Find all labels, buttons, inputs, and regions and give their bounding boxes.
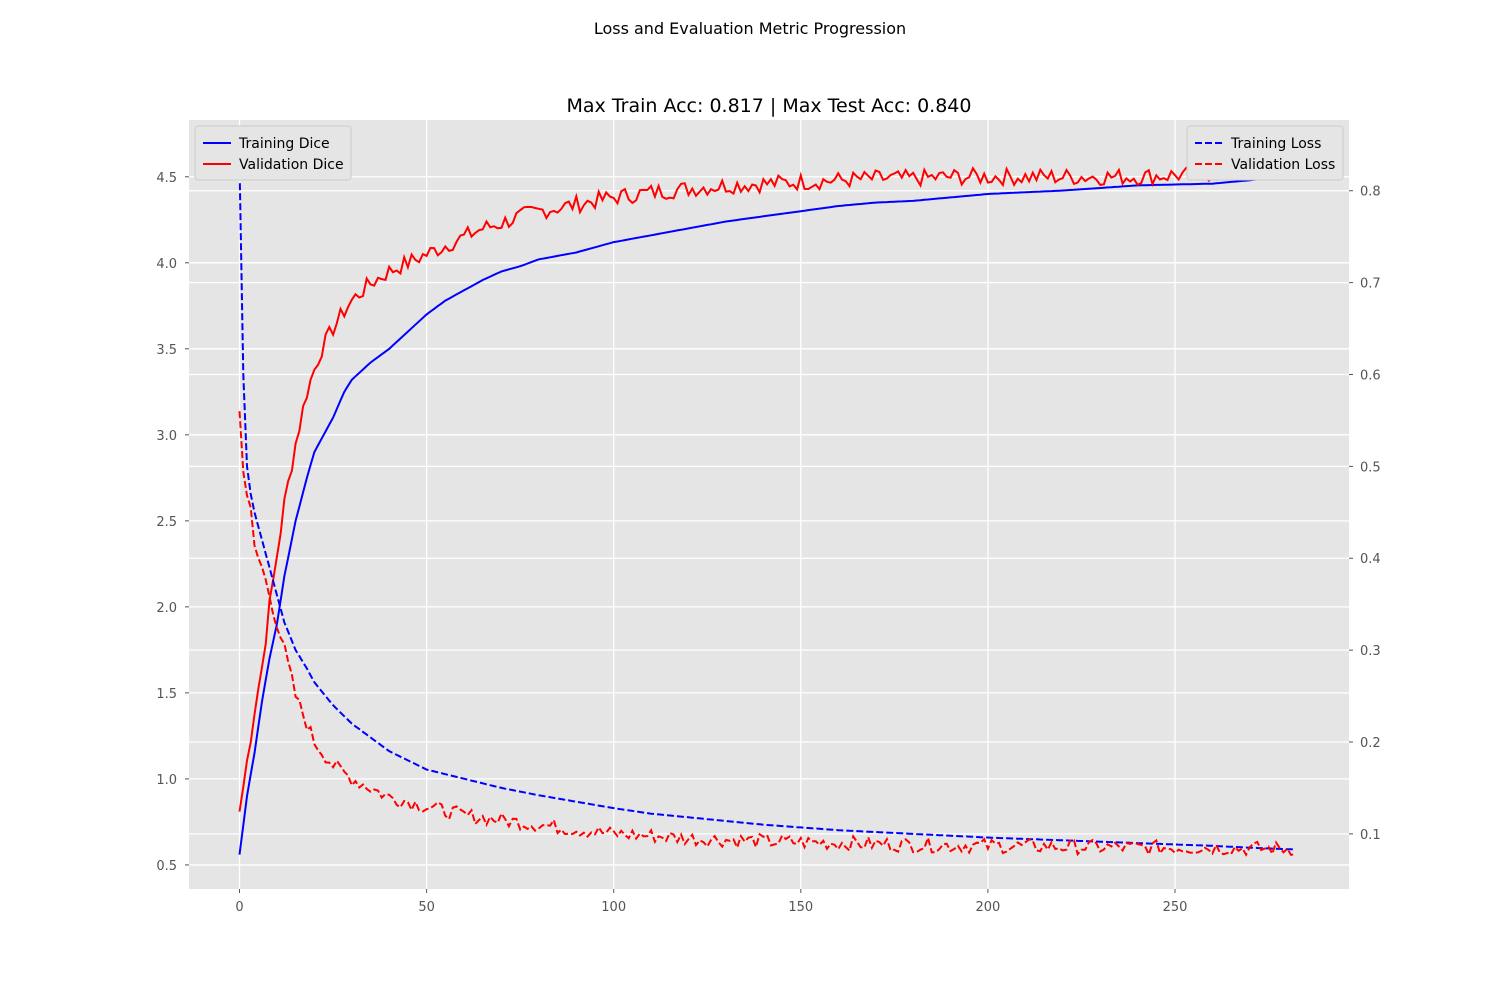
legend-label: Validation Dice	[239, 157, 344, 173]
y-tick-label: 2.0	[156, 601, 177, 616]
legend-label: Validation Loss	[1231, 157, 1335, 173]
y2-tick-label: 0.1	[1360, 828, 1381, 843]
series-line-training-dice	[238, 174, 1295, 855]
series-line-training-loss	[238, 163, 1295, 851]
plot-area	[189, 120, 1349, 889]
x-tick-label: 150	[788, 900, 813, 915]
y-tick-label: 3.5	[156, 343, 177, 358]
x-tick-label: 0	[235, 900, 243, 915]
legend-label: Training Loss	[1230, 136, 1321, 152]
series-lines	[238, 161, 1295, 858]
y-tick-label: 1.0	[156, 773, 177, 788]
x-tick-label: 50	[418, 900, 435, 915]
gridlines	[189, 120, 1349, 889]
y2-tick-label: 0.3	[1360, 644, 1381, 659]
y2-tick-label: 0.7	[1360, 277, 1381, 292]
x-tick-label: 100	[601, 900, 626, 915]
y2-tick-label: 0.6	[1360, 368, 1381, 383]
chart-title: Max Train Acc: 0.817 | Max Test Acc: 0.8…	[567, 95, 972, 117]
figure-suptitle: Loss and Evaluation Metric Progression	[594, 19, 906, 38]
legend-loss: Training Loss Validation Loss	[1186, 125, 1344, 181]
y-tick-label: 1.5	[156, 687, 177, 702]
y-tick-label: 4.5	[156, 171, 177, 186]
y-tick-label: 2.5	[156, 515, 177, 530]
y2-tick-label: 0.4	[1360, 552, 1381, 567]
y2-tick-label: 0.8	[1360, 185, 1381, 200]
legend-box	[194, 125, 352, 181]
x-tick-label: 250	[1163, 900, 1188, 915]
y-tick-label: 3.0	[156, 429, 177, 444]
legend-box	[1186, 125, 1344, 181]
series-line-validation-loss	[238, 411, 1295, 858]
legend-dice: Training Dice Validation Dice	[194, 125, 352, 181]
series-line-validation-dice	[238, 161, 1295, 812]
y2-tick-label: 0.5	[1360, 460, 1381, 475]
legend-label: Training Dice	[238, 136, 330, 152]
tick-labels: 0 50 100 150 200 250 0.5 1.0 1.5 2.0 2.5 3.0 3.5 4.0 4…	[156, 171, 1380, 915]
y2-tick-label: 0.2	[1360, 736, 1381, 751]
x-tick-label: 200	[975, 900, 1000, 915]
y-tick-label: 0.5	[156, 859, 177, 874]
y-tick-label: 4.0	[156, 257, 177, 272]
